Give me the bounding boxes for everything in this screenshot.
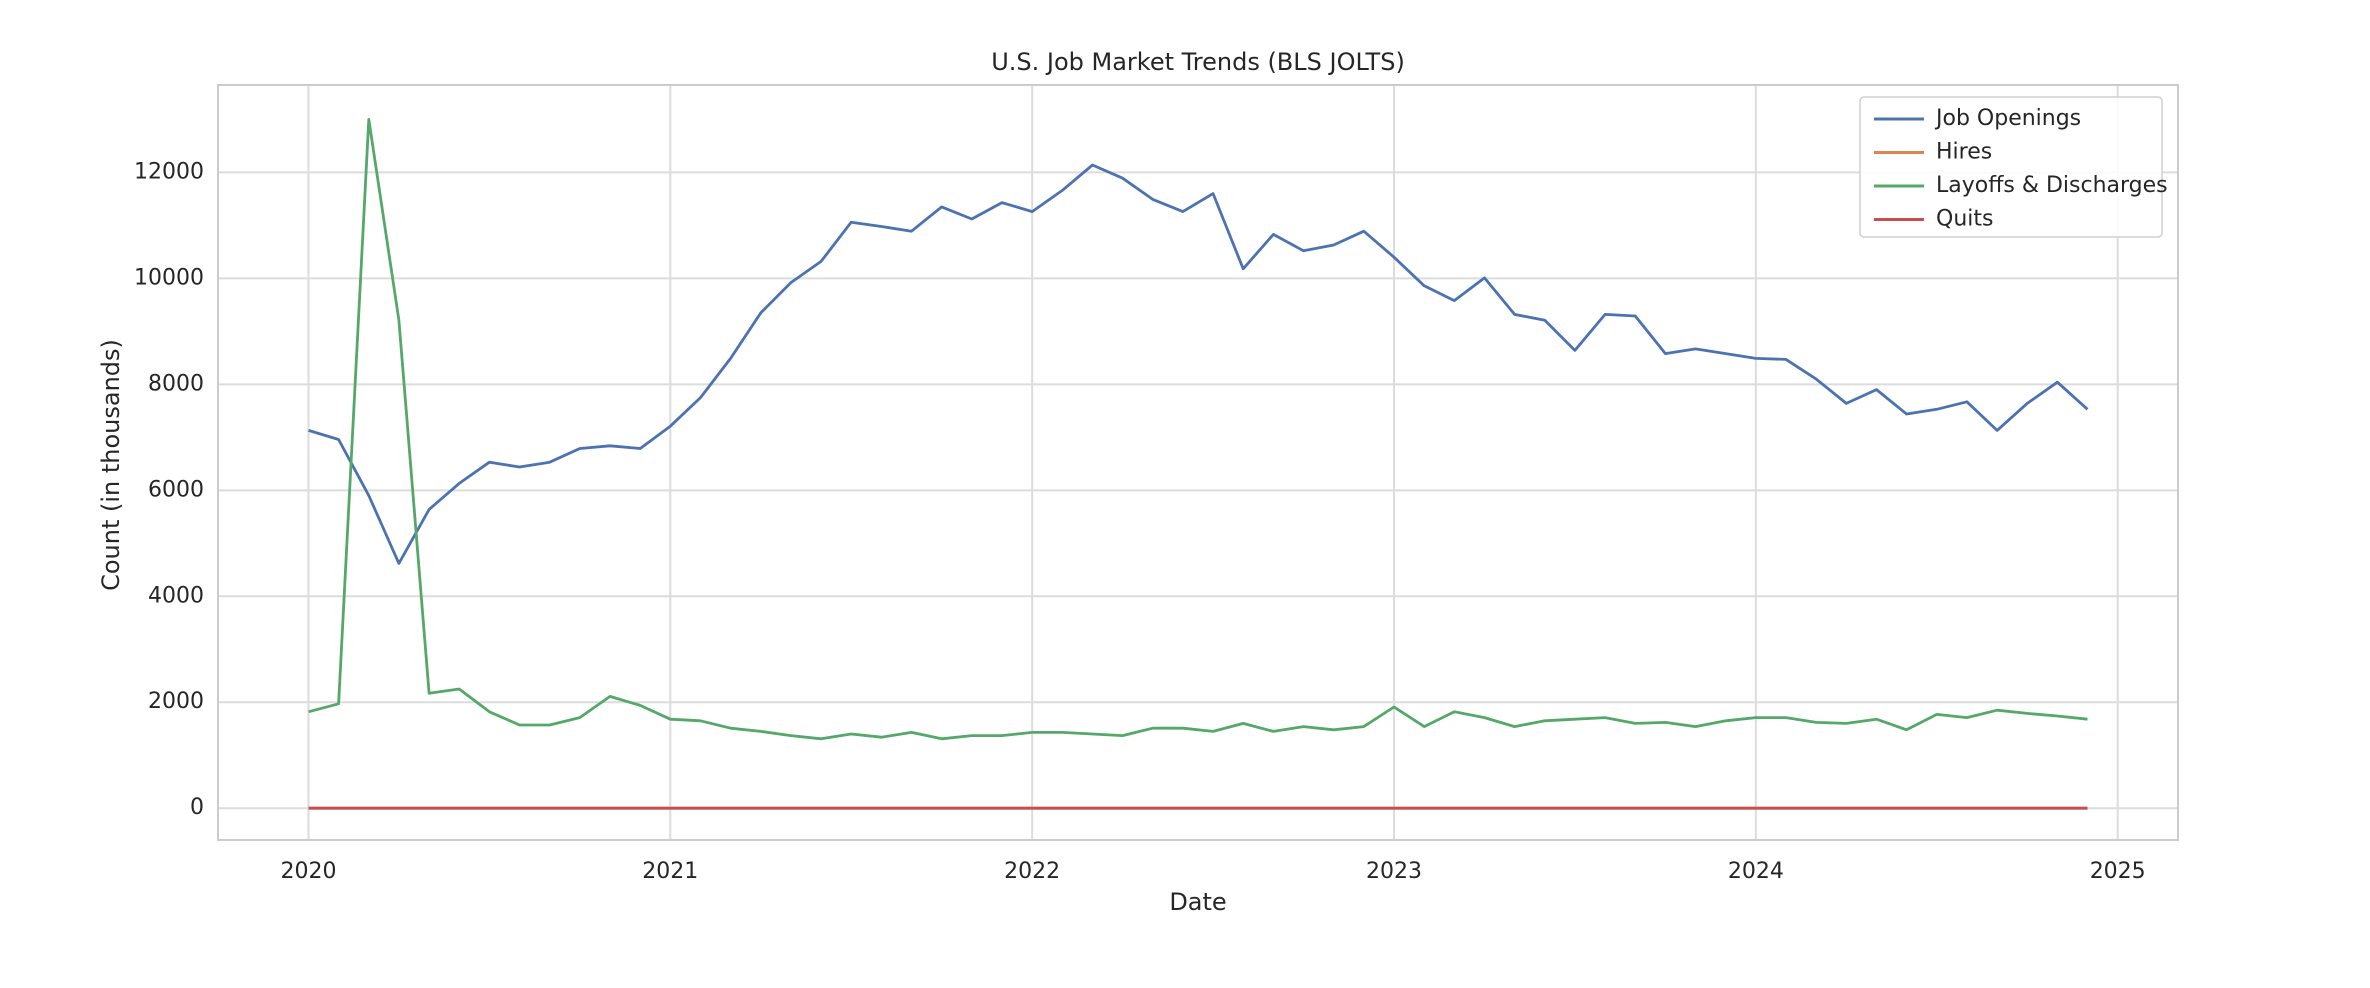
y-tick-label: 2000 — [148, 689, 204, 714]
x-tick-label: 2020 — [280, 859, 336, 884]
x-axis-label: Date — [1169, 888, 1226, 916]
x-tick-label: 2022 — [1004, 859, 1060, 884]
legend-box — [1859, 96, 2163, 238]
x-tick-label: 2025 — [2090, 859, 2146, 884]
y-tick-label: 4000 — [148, 583, 204, 608]
y-tick-label: 12000 — [134, 159, 204, 184]
x-tick-label: 2023 — [1366, 859, 1422, 884]
legend-label: Hires — [1936, 140, 1992, 165]
y-tick-label: 0 — [190, 795, 204, 820]
x-tick-label: 2024 — [1728, 859, 1784, 884]
series-line — [308, 118, 2088, 741]
y-axis-label: Count (in thousands) — [97, 339, 125, 591]
y-tick-label: 10000 — [134, 265, 204, 290]
legend-label: Job Openings — [1934, 106, 2081, 131]
legend-label: Quits — [1936, 207, 1993, 232]
y-tick-label: 6000 — [148, 477, 204, 502]
legend-label: Layoffs & Discharges — [1936, 173, 2168, 198]
x-tick-label: 2021 — [642, 859, 698, 884]
plot-frame — [217, 84, 2179, 841]
chart-title: U.S. Job Market Trends (BLS JOLTS) — [991, 48, 1405, 76]
series-line — [308, 163, 2089, 565]
y-tick-label: 8000 — [148, 371, 204, 396]
